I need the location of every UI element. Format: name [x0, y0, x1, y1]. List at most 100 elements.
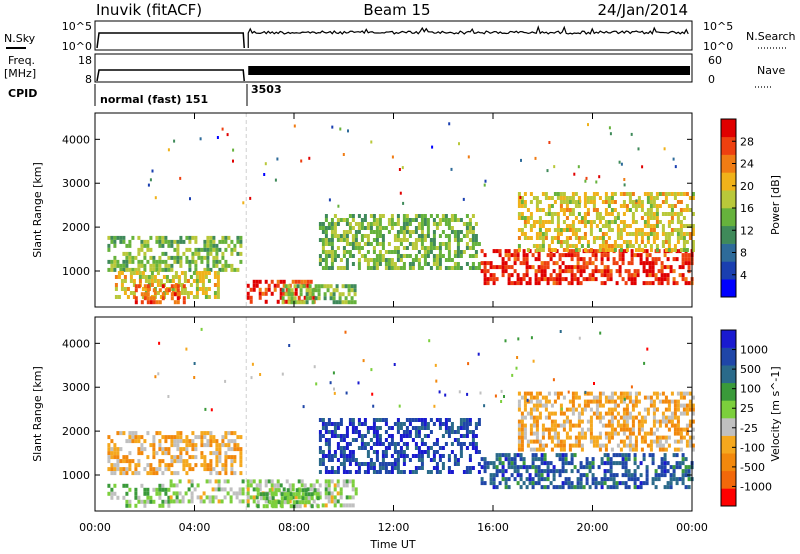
velocity-cell	[616, 443, 620, 448]
velocity-cell	[339, 422, 343, 426]
velocity-cell	[230, 431, 234, 436]
velocity-cell	[271, 504, 275, 509]
power-cell	[194, 251, 198, 256]
velocity-cell	[580, 431, 584, 436]
power-cell	[625, 244, 629, 248]
power-cell	[507, 281, 511, 286]
velocity-cell	[179, 435, 183, 440]
velocity-cell	[546, 473, 550, 478]
velocity-cell	[609, 485, 613, 490]
power-point	[242, 201, 245, 205]
power-cell	[609, 269, 613, 274]
power-cell	[186, 295, 190, 299]
power-cell	[336, 218, 340, 222]
velocity-cell	[522, 461, 526, 466]
power-cell	[450, 214, 454, 218]
power-point	[448, 122, 451, 126]
velocity-cell	[640, 419, 644, 424]
power-cell	[171, 287, 175, 291]
power-cell	[408, 262, 412, 266]
velocity-cell	[342, 470, 346, 474]
velocity-cell	[604, 423, 608, 428]
velocity-cell	[318, 434, 322, 438]
power-cell	[546, 253, 550, 258]
velocity-cell	[188, 455, 192, 460]
velocity-cell	[526, 391, 530, 396]
velocity-cell	[682, 403, 686, 408]
velocity-cell	[571, 391, 575, 396]
velocity-cell	[444, 418, 448, 422]
power-cell	[197, 247, 201, 252]
power-cell	[216, 271, 220, 275]
velocity-cell	[633, 461, 637, 466]
power-cell	[571, 228, 575, 232]
velocity-cell	[342, 434, 346, 438]
power-cell	[649, 212, 653, 216]
velocity-cell	[202, 491, 206, 496]
power-cell	[609, 273, 613, 278]
velocity-cell	[318, 495, 322, 500]
velocity-cell	[158, 495, 162, 500]
velocity-cell	[363, 470, 367, 474]
velocity-cell	[625, 423, 629, 428]
power-cell	[140, 259, 144, 264]
power-cell	[399, 242, 403, 246]
velocity-cell	[577, 423, 581, 428]
power-cell	[308, 296, 312, 301]
velocity-cell	[200, 451, 204, 456]
power-cell	[619, 244, 623, 248]
power-cell	[171, 275, 175, 279]
power-cell	[212, 243, 216, 248]
power-cell	[287, 288, 291, 293]
power-cell	[306, 279, 310, 284]
power-cell	[119, 263, 123, 268]
power-cell	[303, 279, 307, 284]
power-cell	[360, 254, 364, 258]
velocity-point	[560, 407, 563, 411]
power-cell	[318, 262, 322, 266]
power-cell	[456, 262, 460, 266]
velocity-cell	[363, 462, 367, 466]
power-cell	[429, 238, 433, 242]
power-cell	[209, 239, 213, 244]
velocity-cell	[277, 488, 281, 493]
power-cell	[574, 192, 578, 196]
velocity-cell	[535, 419, 539, 424]
velocity-cell	[622, 411, 626, 416]
power-cell	[571, 200, 575, 204]
power-cell	[550, 248, 554, 252]
velocity-cell	[190, 479, 194, 484]
power-cell	[384, 226, 388, 230]
velocity-cell	[420, 426, 424, 430]
power-cell	[489, 265, 493, 270]
power-cell	[147, 275, 151, 279]
power-cell	[595, 216, 599, 220]
velocity-cell	[601, 415, 605, 420]
velocity-cell	[110, 491, 114, 496]
power-cell	[642, 261, 646, 266]
velocity-cell	[589, 423, 593, 428]
velocity-cell	[544, 415, 548, 420]
velocity-cell	[540, 457, 544, 462]
power-cell	[185, 255, 189, 260]
power-point	[641, 165, 644, 169]
power-cell	[682, 248, 686, 252]
power-cell	[523, 192, 527, 196]
power-cell	[591, 273, 595, 278]
velocity-cell	[564, 453, 568, 458]
power-cell	[468, 218, 472, 222]
power-cell	[510, 265, 514, 270]
velocity-cell	[540, 453, 544, 458]
velocity-colorbar-swatch	[721, 330, 736, 348]
velocity-cell	[420, 450, 424, 454]
velocity-cell	[188, 443, 192, 448]
power-cell	[522, 277, 526, 282]
power-cell	[134, 284, 138, 289]
velocity-cell	[471, 442, 475, 446]
power-cell	[227, 235, 231, 240]
power-cell	[134, 288, 138, 293]
power-cell	[426, 246, 430, 250]
velocity-cell	[372, 466, 376, 470]
velocity-cell	[552, 485, 556, 490]
